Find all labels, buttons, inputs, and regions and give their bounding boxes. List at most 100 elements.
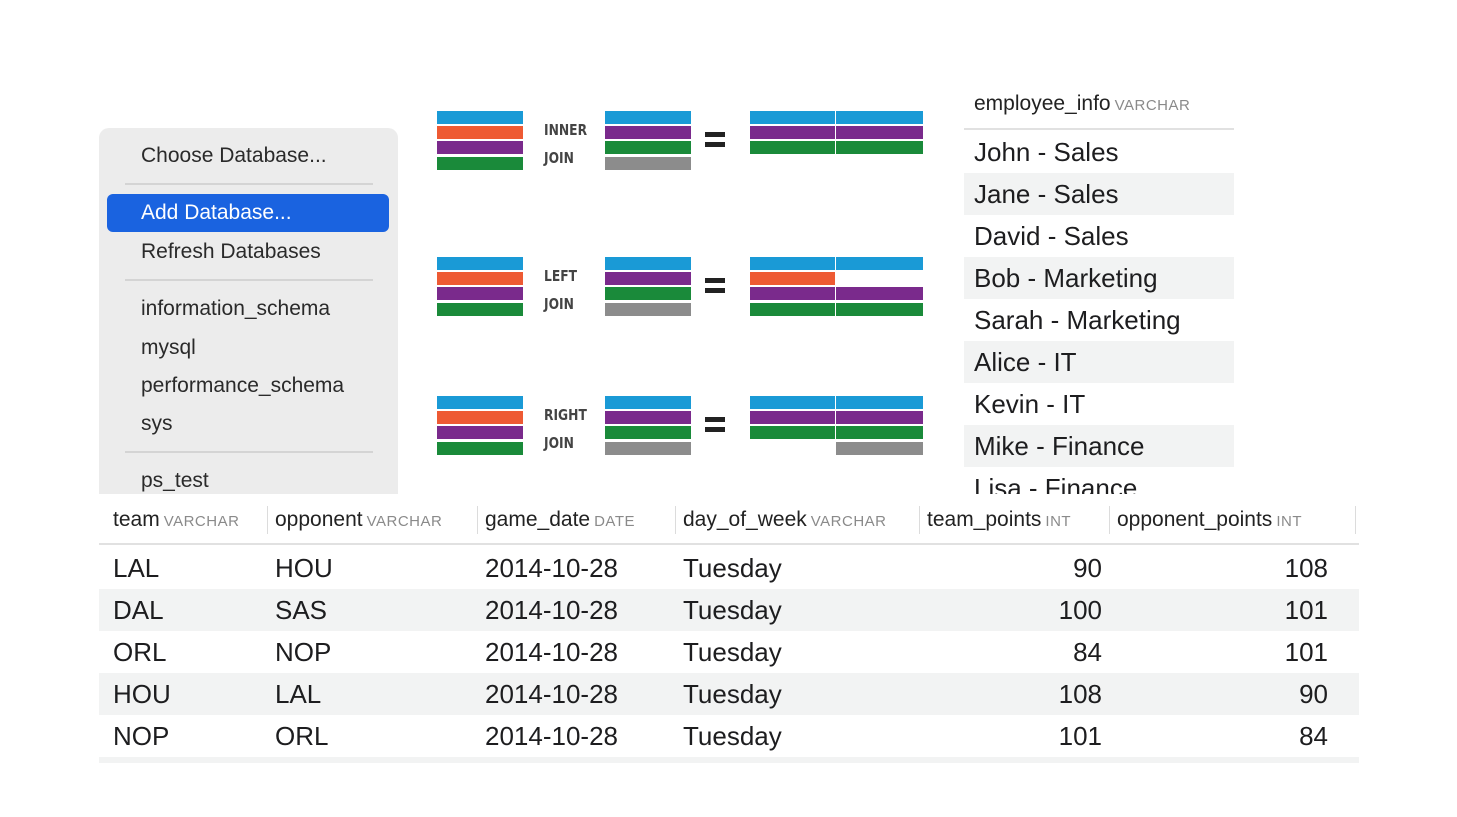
right-table-bar — [605, 257, 691, 270]
column-header-game-date[interactable]: game_date DATE — [485, 508, 635, 531]
cell-game-date[interactable]: 2014-10-28 — [485, 679, 618, 709]
cell-day-of-week[interactable]: Tuesday — [683, 679, 782, 709]
menu-item-database-mysql[interactable]: mysql — [141, 336, 196, 359]
result-right-bar — [836, 411, 923, 424]
table-row[interactable]: John - Sales — [974, 137, 1119, 167]
join-label-line2: JOIN — [544, 149, 574, 167]
cell-opponent-points[interactable]: 84 — [1299, 721, 1328, 751]
column-header-opponent[interactable]: opponent VARCHAR — [275, 508, 443, 531]
left-table-bar — [437, 426, 523, 439]
table-row[interactable]: Kevin - IT — [974, 389, 1086, 419]
right-table-bar — [605, 272, 691, 285]
cell-opponent-points[interactable]: 90 — [1299, 679, 1328, 709]
cell-team-points[interactable]: 90 — [1073, 553, 1102, 583]
table-row[interactable]: LAL HOU 2014-10-28 Tuesday 90 108 — [99, 547, 1359, 589]
right-table-bar — [605, 426, 691, 439]
left-join-diagram: LEFT JOIN — [437, 257, 927, 319]
result-right-bar — [836, 141, 923, 154]
result-right-bar — [836, 126, 923, 139]
menu-item-database-performance-schema[interactable]: performance_schema — [141, 374, 345, 397]
table-row[interactable]: Alice - IT — [964, 341, 1234, 383]
cell-opponent[interactable]: ORL — [275, 721, 329, 751]
column-divider[interactable] — [1109, 506, 1110, 534]
left-table-bar — [437, 257, 523, 270]
column-header-day-of-week[interactable]: day_of_week VARCHAR — [683, 508, 887, 531]
cell-opponent[interactable]: HOU — [275, 553, 333, 583]
cell-game-date[interactable]: 2014-10-28 — [485, 553, 618, 583]
column-divider[interactable] — [267, 506, 268, 534]
cell-day-of-week[interactable]: Tuesday — [683, 553, 782, 583]
table-row[interactable]: Bob - Marketing — [964, 257, 1234, 299]
column-header-team-points[interactable]: team_points INT — [927, 508, 1072, 531]
column-divider[interactable] — [1355, 506, 1356, 534]
menu-item-database-information-schema[interactable]: information_schema — [141, 297, 331, 320]
table-row[interactable]: Jane - Sales — [964, 173, 1234, 215]
cell-game-date[interactable]: 2014-10-28 — [485, 595, 618, 625]
right-table-bar — [605, 111, 691, 124]
column-header-opponent-points[interactable]: opponent_points INT — [1117, 508, 1302, 531]
result-right-bar — [836, 442, 923, 455]
menu-item-database-ps-test[interactable]: ps_test — [141, 469, 209, 492]
table-row[interactable]: NOP ORL 2014-10-28 Tuesday 101 84 — [99, 715, 1359, 757]
table-row[interactable]: HOU LAL 2014-10-28 Tuesday 108 90 — [99, 673, 1359, 715]
equals-icon — [705, 275, 725, 297]
column-divider[interactable] — [675, 506, 676, 534]
column-header-team[interactable]: team VARCHAR — [113, 508, 240, 531]
cell-game-date[interactable]: 2014-10-28 — [485, 637, 618, 667]
cell-team[interactable]: HOU — [113, 679, 171, 709]
result-right-bar — [836, 257, 923, 270]
cell-team[interactable]: LAL — [113, 553, 160, 583]
cell-team-points[interactable]: 84 — [1073, 637, 1102, 667]
games-table-header: team VARCHAR opponent VARCHAR game_date DAT… — [99, 498, 1359, 545]
table-row[interactable]: Mike - Finance — [964, 425, 1234, 467]
right-join-diagram: RIGHT JOIN — [437, 396, 927, 458]
result-left-bar — [750, 126, 835, 139]
column-divider[interactable] — [919, 506, 920, 534]
table-row[interactable]: Sarah - Marketing — [974, 305, 1181, 335]
cell-opponent[interactable]: LAL — [275, 679, 322, 709]
cell-team-points[interactable]: 101 — [1058, 721, 1102, 751]
result-left-bar — [750, 111, 835, 124]
right-table-bar — [605, 396, 691, 409]
menu-item-refresh-databases[interactable]: Refresh Databases — [141, 240, 321, 263]
cell-day-of-week[interactable]: Tuesday — [683, 637, 782, 667]
cell-game-date[interactable]: 2014-10-28 — [485, 721, 618, 751]
left-table-bar — [437, 396, 523, 409]
menu-item-add-database[interactable]: Add Database... — [107, 194, 389, 232]
employee-info-result-grid: employee_info VARCHAR John - Sales Jane -… — [964, 84, 1234, 494]
left-table-bar — [437, 111, 523, 124]
left-table-bar — [437, 141, 523, 154]
employee-info-column-header[interactable]: employee_info VARCHAR — [964, 84, 1234, 130]
right-table-bar — [605, 141, 691, 154]
result-left-bar — [750, 426, 835, 439]
cell-team-points[interactable]: 108 — [1058, 679, 1102, 709]
menu-item-choose-database[interactable]: Choose Database... — [141, 144, 327, 167]
result-right-bar — [836, 111, 923, 124]
left-table-bar — [437, 287, 523, 300]
table-row[interactable]: David - Sales — [974, 221, 1129, 251]
join-label-line2: JOIN — [544, 295, 574, 313]
table-row[interactable]: DAL SAS 2014-10-28 Tuesday 100 101 — [99, 589, 1359, 631]
equals-icon — [705, 414, 725, 436]
column-divider[interactable] — [477, 506, 478, 534]
join-label-line1: LEFT — [544, 267, 578, 285]
cell-opponent[interactable]: SAS — [275, 595, 328, 625]
result-left-bar — [750, 272, 835, 285]
table-row[interactable]: Lisa - Finance — [974, 473, 1138, 494]
result-right-bar — [836, 396, 923, 409]
menu-item-database-sys[interactable]: sys — [141, 412, 173, 435]
cell-opponent[interactable]: NOP — [275, 637, 332, 667]
cell-opponent-points[interactable]: 101 — [1284, 595, 1328, 625]
cell-day-of-week[interactable]: Tuesday — [683, 721, 782, 751]
cell-team[interactable]: DAL — [113, 595, 164, 625]
menu-separator — [125, 183, 373, 185]
cell-day-of-week[interactable]: Tuesday — [683, 595, 782, 625]
cell-opponent-points[interactable]: 101 — [1284, 637, 1328, 667]
cell-team[interactable]: NOP — [113, 721, 170, 751]
cell-team[interactable]: ORL — [113, 637, 167, 667]
right-table-bar — [605, 287, 691, 300]
cell-opponent-points[interactable]: 108 — [1284, 553, 1328, 583]
cell-team-points[interactable]: 100 — [1058, 595, 1102, 625]
table-row[interactable]: ORL NOP 2014-10-28 Tuesday 84 101 — [99, 631, 1359, 673]
result-left-bar — [750, 141, 835, 154]
